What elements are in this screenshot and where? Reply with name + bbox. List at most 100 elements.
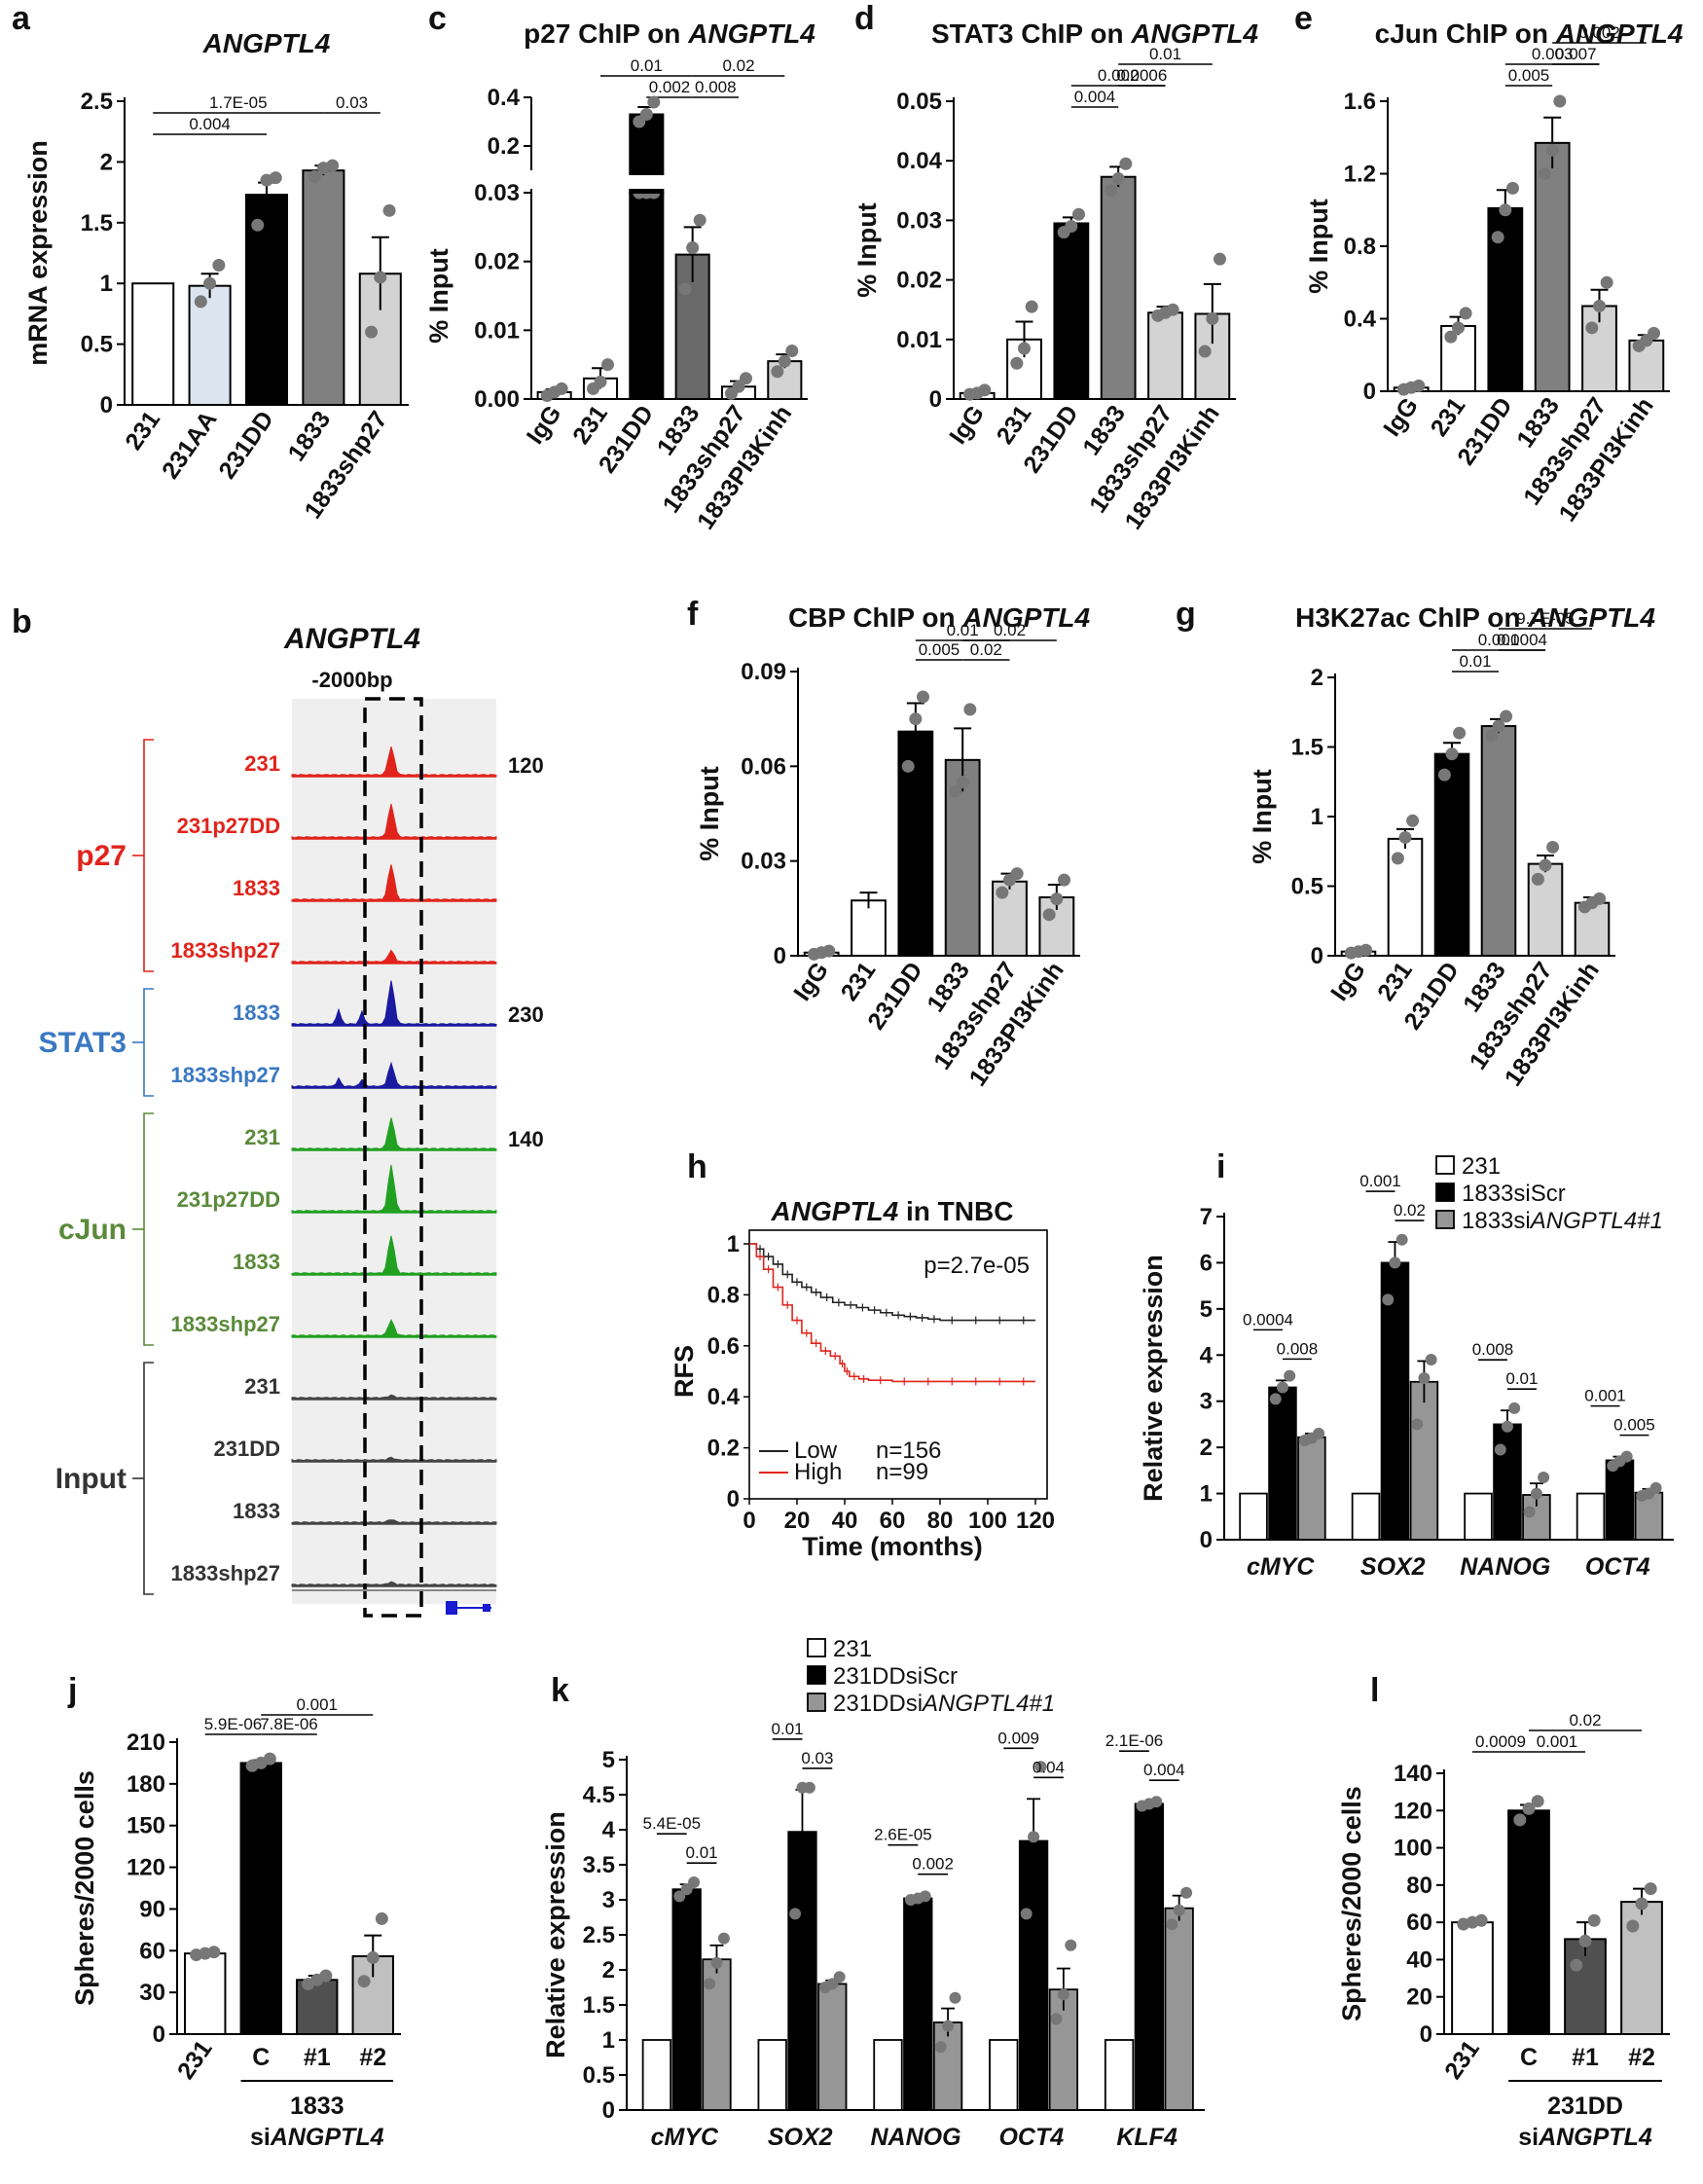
data-point-l [1522, 1802, 1536, 1815]
chart-h: ANGPTL4 in TNBC 0 20 40 60 80 100 120 0 0.2 0.4 0.6… [670, 1196, 1055, 1561]
bar-k-KLF4-231DDsiScr [1134, 1802, 1165, 2111]
track-label-input: 231 [244, 1374, 280, 1399]
x-tick-label-j: #1 [304, 2044, 331, 2071]
bar-k-OCT4-231DDsiScr [1018, 1839, 1049, 2111]
x-tick-label-j: #2 [359, 2044, 386, 2071]
data-point-l [1587, 1913, 1601, 1927]
data-point-g [1500, 710, 1513, 723]
bar-e-1833 [1534, 141, 1571, 392]
y-tick-label-i: 7 [1200, 1204, 1213, 1230]
y-tick-label-g: 2 [1311, 665, 1323, 691]
y-tick-label-e: 0 [1363, 379, 1376, 405]
legend-name-low: Low [794, 1438, 838, 1464]
coverage-track-input [291, 1394, 497, 1401]
data-point-e [1553, 94, 1567, 108]
bar-i-SOX2-1833siANGPTL4#1 [1409, 1380, 1439, 1541]
data-point-l [1635, 1897, 1649, 1911]
data-point-k [717, 1932, 730, 1945]
p-value-k: 0.01 [772, 1720, 804, 1738]
y-tick-label-c-upper: 0.4 [488, 85, 521, 111]
data-point-k [803, 1781, 815, 1794]
bar-i-OCT4-231 [1576, 1492, 1606, 1541]
data-point-k [934, 2041, 947, 2054]
chart-title-f: CBP ChIP on ANGPTL4 [788, 602, 1091, 633]
p-value-c: 0.008 [695, 78, 737, 96]
bar-c-231DD [629, 192, 665, 400]
data-point-l [1513, 1813, 1527, 1827]
p-value-k: 0.04 [1033, 1758, 1065, 1776]
data-point-f [1050, 892, 1064, 906]
data-point-c [739, 372, 752, 385]
data-point-g [1531, 872, 1544, 886]
bar-k-cMYC-231DDsiScr [671, 1888, 702, 2111]
p-value-g: 0.0004 [1497, 631, 1547, 649]
y-tick-label-l: 0 [1420, 2021, 1432, 2048]
data-point-g [1398, 830, 1412, 844]
x-tick-label-d: 231 [992, 400, 1037, 449]
track-scale-cjun: 140 [508, 1127, 544, 1151]
chart-title-h-rest: in TNBC [898, 1196, 1013, 1226]
data-point-g [1437, 768, 1451, 782]
chart-c: p27 ChIP on ANGPTL4 0.00 0.01 0.02 0.03 % Inp… [424, 18, 815, 534]
data-point-k [1034, 1761, 1047, 1773]
data-point-e [1545, 143, 1559, 157]
x-tick-label-a: 231 [120, 406, 165, 455]
y-tick-label-j: 0 [153, 2021, 165, 2048]
group-sublabel-plain-l: si [1518, 2124, 1539, 2151]
data-point-e [1539, 167, 1552, 180]
y-tick-label-j: 150 [127, 1813, 165, 1839]
legend-label-i: 231 [1462, 1153, 1501, 1180]
x-tick-label-h: 20 [784, 1508, 811, 1534]
data-point-c [600, 358, 614, 372]
x-tick-label-f: IgG [788, 957, 834, 1005]
p-value-j: 5.9E-06 [204, 1715, 263, 1733]
data-point-a [326, 159, 340, 172]
panel-letter-g: g [1176, 596, 1196, 633]
data-point-g [1453, 726, 1467, 740]
bar-k-SOX2-231DDsiANGPTL4#1 [817, 1983, 848, 2111]
data-point-d [1065, 220, 1078, 234]
p-value-f: 0.02 [970, 640, 1002, 659]
data-point-i [1284, 1369, 1296, 1382]
y-tick-label-a: 1 [100, 271, 113, 297]
y-axis-label-i: Relative expression [1139, 1255, 1168, 1502]
y-tick-label-c-upper: 0.2 [488, 133, 520, 160]
y-tick-label-k: 4 [602, 1817, 616, 1843]
data-point-i [1649, 1481, 1662, 1494]
p-value-k: 2.6E-05 [874, 1826, 932, 1844]
group-label-cjun: cJun [58, 1214, 127, 1246]
track-label-cjun: 1833 [233, 1250, 280, 1274]
y-tick-label-j: 30 [139, 1980, 165, 2006]
data-point-j [366, 1950, 380, 1964]
y-tick-label-j: 180 [127, 1771, 165, 1798]
x-tick-label-g: 231 [1372, 957, 1418, 1005]
data-point-i [1313, 1427, 1325, 1439]
group-label-j: 1833 [290, 2093, 344, 2120]
chart-f: CBP ChIP on ANGPTL4 0 0.03 0.06 0.09 % Input I… [695, 602, 1090, 1091]
bar-a-1833 [302, 169, 345, 406]
p-value-d: 0.002 [1098, 66, 1140, 85]
data-point-j [319, 1969, 333, 1983]
bar-i-cMYC-1833siANGPTL4#1 [1297, 1436, 1326, 1541]
coverage-track-p27 [291, 746, 497, 778]
bar-g-1833 [1480, 725, 1517, 957]
data-point-l [1570, 1958, 1583, 1972]
chart-k: 0 0.5 1 1.5 2 2.5 3 3.5 4 4.5 5 Relative expression… [541, 1636, 1205, 2151]
survival-curve-high [749, 1243, 1035, 1383]
y-tick-label-i: 0 [1200, 1527, 1213, 1553]
y-tick-label-a: 0 [100, 392, 113, 419]
legend-label-k: 231DDsiANGPTL4#1 [833, 1691, 1055, 1717]
x-tick-label-h: 100 [968, 1508, 1007, 1534]
p-value-e: 0.005 [1508, 66, 1550, 85]
group-label-input: Input [55, 1463, 127, 1495]
data-point-i [1620, 1450, 1633, 1463]
data-point-k [704, 1978, 716, 1990]
y-tick-label-e: 0.8 [1344, 234, 1376, 260]
data-point-i [1389, 1256, 1401, 1269]
legend-label-i: 1833siANGPTL4#1 [1462, 1208, 1663, 1234]
data-point-c [555, 382, 568, 395]
bar-k-KLF4-231 [1104, 2039, 1135, 2111]
y-tick-label-j: 210 [127, 1729, 165, 1756]
y-tick-label-d: 0 [929, 386, 942, 413]
data-point-f [956, 776, 969, 789]
